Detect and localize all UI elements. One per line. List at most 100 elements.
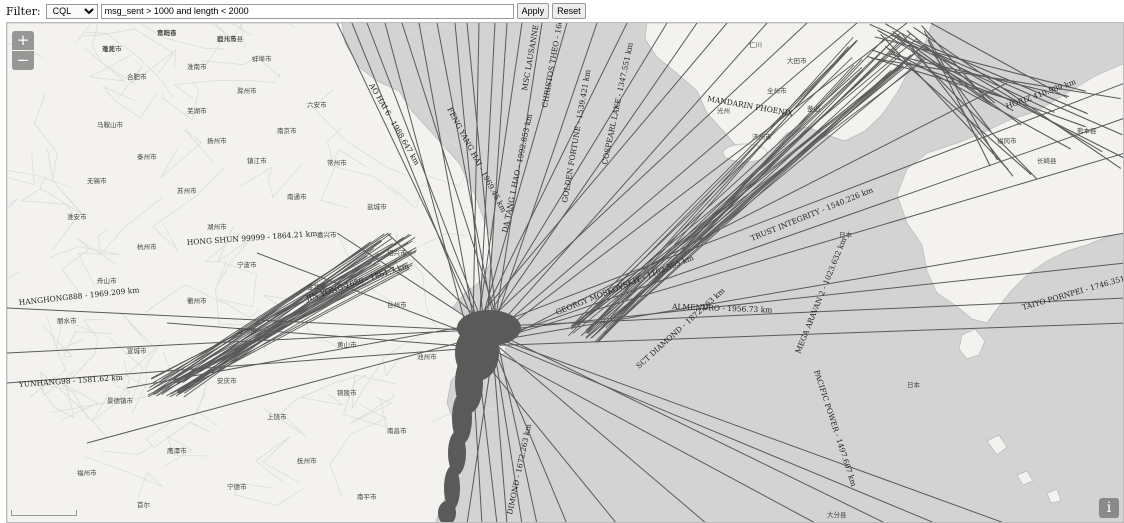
vessel-track-line <box>336 23 486 333</box>
road-line <box>41 324 113 357</box>
vessel-track-line <box>485 23 508 335</box>
road-line <box>85 32 174 98</box>
road-line <box>97 197 162 256</box>
vessel-track-line <box>181 242 399 393</box>
city-label: 日本 <box>907 380 921 389</box>
road-line <box>390 184 428 210</box>
road-network <box>7 23 523 506</box>
vessel-track-line <box>147 264 381 392</box>
vessel-track-line <box>161 237 393 395</box>
city-label: 衢州市 <box>187 296 207 305</box>
zoom-out-button[interactable]: − <box>12 51 34 70</box>
vessel-track-line <box>366 23 493 349</box>
vessel-track-line <box>901 33 1014 177</box>
vessel-track-line <box>580 39 907 337</box>
vessel-track-line <box>595 62 911 324</box>
city-label: 淮北市 <box>102 44 122 53</box>
city-label: 仁川 <box>749 40 762 49</box>
city-label: 阜阳市 <box>157 28 177 37</box>
city-label: 盐城市 <box>367 202 387 211</box>
road-line <box>144 285 223 313</box>
info-button[interactable]: i <box>1099 498 1119 518</box>
scale-bar <box>11 510 77 516</box>
road-line <box>85 456 164 498</box>
vessel-track-line <box>884 45 1032 175</box>
road-line <box>75 23 137 86</box>
city-label: 宫崎县 <box>157 28 177 37</box>
vessel-track-line <box>152 243 393 384</box>
apply-button[interactable]: Apply <box>516 3 550 19</box>
vessel-track-line <box>336 232 478 325</box>
road-line <box>254 436 300 483</box>
zoom-in-button[interactable]: + <box>12 31 34 50</box>
vessel-track-line <box>176 255 375 383</box>
filter-mode-select[interactable]: CQL <box>45 3 98 19</box>
vessel-track-line <box>476 23 568 337</box>
vessel-track-line <box>182 233 392 384</box>
vessel-track-line <box>869 23 1123 136</box>
road-line <box>240 163 303 199</box>
city-label: 温州市 <box>237 326 257 335</box>
map-view[interactable]: 阜阳市 宿州市 淮北市 蚌埠市 淮南市 合肥市 滁州市 六安市 芜湖市 马鞍山市 南京市 扬州市 泰州市… <box>6 22 1124 523</box>
road-line <box>151 392 211 450</box>
vessel-track-line <box>930 23 1068 99</box>
city-label: 马鞍山市 <box>97 120 124 129</box>
city-label: 大分县 <box>827 510 847 519</box>
land-ryukyu-islands <box>958 328 1062 504</box>
vessel-track-line <box>351 23 485 349</box>
road-line <box>204 233 257 307</box>
city-label: 首尔 <box>137 500 151 509</box>
vessel-track-line <box>470 23 728 327</box>
road-line <box>7 151 35 186</box>
vessel-track-line <box>256 252 485 341</box>
vessel-track-line <box>478 23 496 339</box>
road-line <box>101 418 176 456</box>
road-line <box>382 336 419 377</box>
road-line <box>312 88 407 176</box>
city-label: 上饶市 <box>267 412 287 421</box>
city-label: 宁波市 <box>237 260 257 269</box>
city-label: 南平市 <box>357 492 377 501</box>
city-label: 抚州市 <box>297 456 317 465</box>
vessel-track-line <box>488 23 698 325</box>
vessel-track-line <box>885 23 1103 153</box>
vessel-track-line <box>596 58 863 343</box>
filter-label: Filter: <box>6 4 41 18</box>
vessel-track-line <box>570 40 857 327</box>
vessel-track-line <box>482 23 808 326</box>
vessel-track-line <box>866 55 1013 101</box>
city-label: 舟山市 <box>97 276 117 285</box>
road-line <box>102 86 158 119</box>
road-line <box>204 23 252 67</box>
city-label: 釜山 <box>807 104 820 113</box>
vessel-track-line <box>890 34 1055 113</box>
vessel-track-line <box>418 23 475 321</box>
road-line <box>84 47 132 82</box>
vessel-track-line <box>454 23 485 329</box>
reset-button[interactable]: Reset <box>552 3 586 19</box>
city-label: 合肥市 <box>127 72 147 81</box>
vessel-track-line <box>472 23 480 330</box>
city-label: 南昌市 <box>387 426 407 435</box>
city-label: 苏州市 <box>177 186 197 195</box>
map-canvas[interactable]: 阜阳市宿州市淮北市蚌埠市淮南市合肥市滁州市六安市芜湖市马鞍山市南京市扬州市泰州市… <box>7 23 1124 523</box>
city-label: 泰州市 <box>137 152 157 161</box>
vessel-track-line <box>436 23 495 321</box>
city-label: 安庆市 <box>217 376 237 385</box>
vessel-track-line <box>491 334 523 522</box>
vessel-track-line <box>577 65 904 326</box>
road-line <box>351 361 396 410</box>
road-line <box>7 271 20 279</box>
city-label: 光州 <box>717 106 730 115</box>
road-line <box>49 246 120 287</box>
city-label: 大田市 <box>787 56 807 65</box>
vessel-track-line <box>471 153 1123 347</box>
city-label: 黄山市 <box>337 340 357 349</box>
road-line <box>36 382 76 419</box>
vessel-track-line <box>568 41 857 337</box>
city-label: 淮安市 <box>67 212 87 221</box>
road-line <box>7 198 19 210</box>
filter-query-input[interactable] <box>100 3 514 19</box>
city-label: 景德镇市 <box>107 396 134 405</box>
city-label: 淮南市 <box>187 62 207 71</box>
